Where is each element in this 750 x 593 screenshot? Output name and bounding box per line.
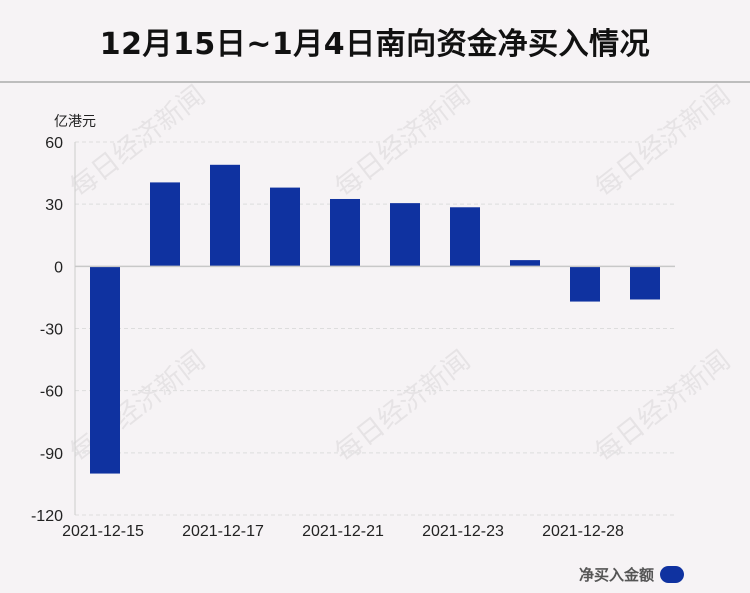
bar — [450, 207, 480, 267]
bar-layer — [90, 164, 660, 474]
y-axis-label: 亿港元 — [54, 114, 96, 130]
x-tick-label: 2021-12-15 — [62, 523, 144, 540]
y-tick-label: 60 — [45, 135, 63, 152]
bar — [210, 164, 240, 267]
x-tick-label: 2021-12-21 — [302, 523, 384, 540]
chart-title: 12月15日~1月4日南向资金净买入情况 — [99, 26, 651, 62]
bar — [630, 266, 660, 300]
y-tick-label: -60 — [40, 384, 63, 401]
bar — [270, 187, 300, 267]
title-bar: 12月15日~1月4日南向资金净买入情况 — [0, 0, 750, 81]
axis-layer: 60 30 0 -30 -60 -90 -120 亿港元 2021-12-15 2021-12-1… — [31, 114, 675, 540]
x-tick-label: 2021-12-28 — [542, 523, 624, 540]
bar — [90, 266, 120, 474]
x-tick-label: 2021-12-23 — [422, 523, 504, 540]
bar — [390, 203, 420, 267]
bar — [330, 198, 360, 267]
legend-label: 净买入金额 — [578, 566, 654, 584]
y-tick-label: -120 — [31, 508, 63, 525]
bar — [510, 260, 540, 267]
y-tick-label: 30 — [45, 197, 63, 214]
y-tick-label: -90 — [40, 446, 63, 463]
legend-swatch — [660, 566, 684, 583]
y-tick-label: 0 — [54, 259, 63, 276]
legend: 净买入金额 — [579, 564, 684, 585]
bar — [150, 182, 180, 267]
x-tick-label: 2021-12-17 — [182, 523, 264, 540]
title-divider — [0, 81, 750, 83]
y-tick-label: -30 — [40, 322, 63, 339]
bar — [570, 266, 600, 302]
